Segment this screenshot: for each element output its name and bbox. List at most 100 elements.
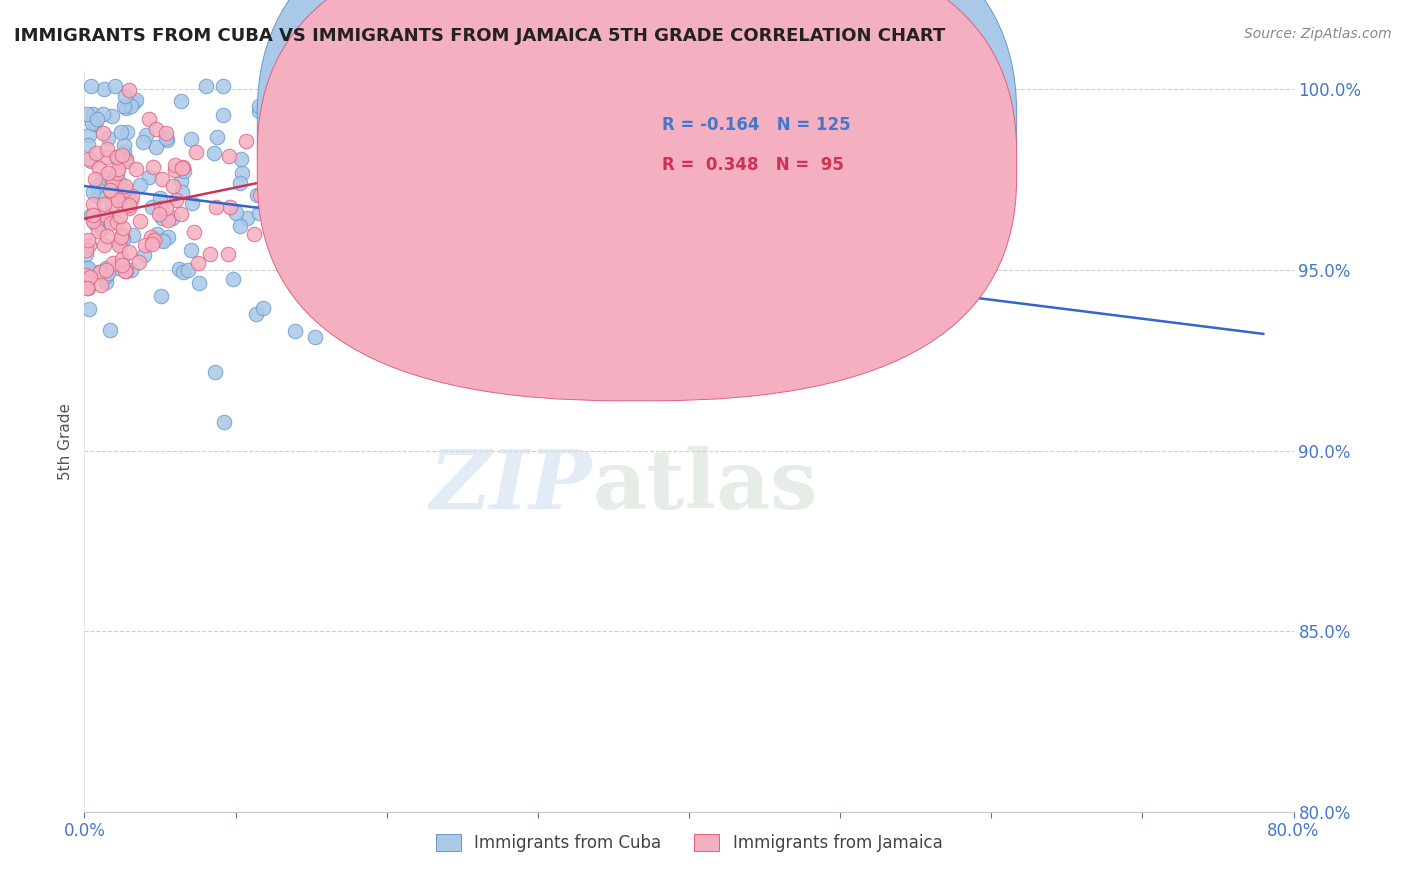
Point: [205, 200, 228, 214]
Point: [96, 207, 118, 221]
Point: [120, 193, 142, 207]
Point: [97, 266, 120, 280]
Point: [141, 229, 163, 244]
Point: [325, 173, 347, 187]
Point: [150, 202, 173, 216]
Point: [115, 264, 138, 278]
Point: [114, 264, 136, 278]
Point: [200, 246, 222, 260]
Point: [111, 148, 134, 162]
Point: [125, 162, 148, 177]
Point: [443, 267, 465, 281]
Point: [155, 201, 177, 215]
Point: [142, 233, 165, 247]
Point: [170, 161, 193, 175]
Point: [114, 89, 136, 103]
Point: [169, 207, 191, 221]
Point: [110, 252, 132, 266]
Point: [212, 415, 235, 429]
Point: [87, 265, 110, 279]
Point: [112, 138, 135, 153]
Point: [115, 152, 138, 166]
Point: [246, 187, 269, 202]
Point: [138, 112, 160, 126]
Point: [75, 244, 97, 258]
Point: [107, 193, 129, 207]
Point: [76, 233, 98, 247]
Point: [312, 220, 335, 235]
Point: [82, 214, 104, 228]
Point: [118, 198, 141, 212]
Point: [100, 174, 122, 188]
Point: [101, 174, 124, 188]
Point: [304, 167, 326, 181]
Point: [163, 163, 186, 178]
Point: [254, 178, 277, 193]
Point: [96, 150, 118, 164]
Point: [97, 166, 120, 180]
Point: [229, 176, 252, 190]
Text: ZIP: ZIP: [430, 446, 592, 526]
Point: [111, 186, 134, 200]
Point: [80, 153, 103, 168]
Point: [156, 133, 179, 147]
Point: [145, 227, 167, 241]
Point: [87, 161, 110, 176]
Point: [76, 281, 98, 295]
Point: [180, 195, 202, 210]
Point: [108, 175, 131, 189]
Point: [125, 94, 148, 108]
Point: [152, 233, 174, 247]
Point: [87, 224, 110, 238]
Point: [284, 324, 307, 338]
Point: [110, 238, 132, 252]
Point: [173, 164, 195, 178]
Point: [165, 193, 187, 207]
Point: [290, 265, 312, 279]
Point: [76, 106, 98, 120]
Point: [75, 268, 97, 283]
Point: [218, 200, 240, 214]
Point: [79, 128, 101, 143]
Point: [150, 171, 173, 186]
Point: [80, 78, 103, 93]
Point: [134, 238, 156, 252]
Point: [134, 248, 156, 262]
Point: [98, 323, 121, 337]
Point: [111, 232, 134, 246]
Point: [110, 125, 132, 139]
Point: [217, 246, 239, 260]
Point: [111, 258, 134, 272]
Point: [304, 330, 326, 344]
Point: [89, 177, 111, 191]
Point: [285, 230, 308, 244]
Point: [309, 219, 332, 233]
Point: [118, 201, 141, 215]
FancyBboxPatch shape: [257, 0, 1017, 401]
Point: [141, 200, 163, 214]
Point: [195, 78, 218, 93]
Point: [77, 281, 100, 295]
Point: [77, 152, 100, 166]
Point: [247, 206, 270, 220]
Y-axis label: 5th Grade: 5th Grade: [58, 403, 73, 480]
Point: [262, 106, 284, 120]
Point: [82, 186, 104, 200]
Point: [86, 112, 108, 127]
Point: [105, 150, 128, 164]
Point: [91, 213, 114, 227]
Point: [180, 132, 202, 146]
Point: [328, 318, 350, 333]
Point: [98, 183, 121, 197]
Point: [91, 107, 114, 121]
Point: [91, 221, 114, 235]
Point: [172, 160, 194, 174]
Point: [169, 261, 191, 276]
Point: [110, 210, 132, 224]
Point: [96, 229, 118, 244]
Point: [135, 128, 157, 142]
Point: [165, 158, 187, 172]
Point: [118, 244, 141, 259]
Point: [94, 275, 117, 289]
Point: [110, 193, 132, 207]
